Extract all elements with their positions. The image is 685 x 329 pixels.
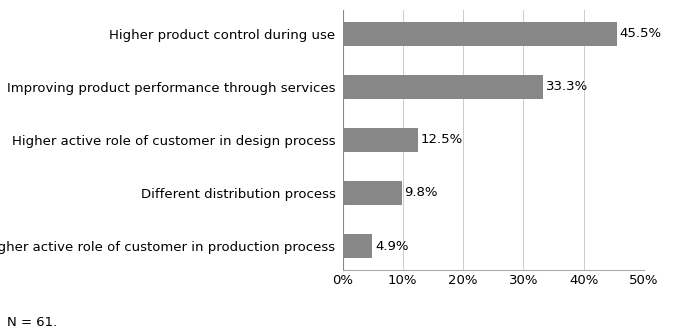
Text: 12.5%: 12.5% xyxy=(421,133,463,146)
Bar xyxy=(342,181,401,205)
Bar xyxy=(342,75,543,99)
Text: N = 61.: N = 61. xyxy=(7,316,57,329)
Text: 45.5%: 45.5% xyxy=(620,27,662,40)
Bar xyxy=(342,128,418,152)
Text: 33.3%: 33.3% xyxy=(546,80,588,93)
Text: 4.9%: 4.9% xyxy=(375,240,408,253)
Text: 9.8%: 9.8% xyxy=(405,187,438,199)
Bar xyxy=(342,22,616,46)
Bar xyxy=(342,234,372,258)
